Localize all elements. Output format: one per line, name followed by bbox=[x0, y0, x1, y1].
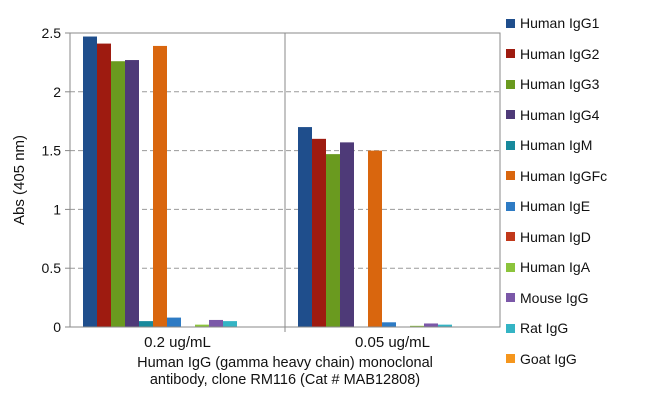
legend-swatch bbox=[506, 140, 515, 150]
legend-item: Human IgG2 bbox=[506, 39, 650, 70]
legend-swatch bbox=[506, 354, 515, 364]
y-tick-label: 1 bbox=[53, 201, 61, 217]
legend-label: Goat IgG bbox=[520, 350, 577, 367]
legend-swatch bbox=[506, 49, 515, 59]
legend-swatch bbox=[506, 18, 515, 28]
legend-item: Rat IgG bbox=[506, 313, 650, 344]
legend-item: Human IgM bbox=[506, 130, 650, 161]
bar bbox=[438, 324, 452, 327]
bar bbox=[298, 127, 312, 327]
bar bbox=[125, 60, 139, 327]
legend-label: Human IgG3 bbox=[520, 76, 600, 93]
legend-label: Human IgM bbox=[520, 137, 593, 154]
bar bbox=[368, 150, 382, 327]
legend-swatch bbox=[506, 293, 515, 303]
bar bbox=[111, 61, 125, 327]
bar bbox=[410, 325, 424, 327]
bar bbox=[382, 322, 396, 327]
legend-swatch bbox=[506, 262, 515, 272]
legend-item: Human IgA bbox=[506, 252, 650, 283]
bar bbox=[83, 36, 97, 327]
bar bbox=[326, 154, 340, 327]
bar bbox=[139, 321, 153, 327]
legend-item: Human IgG3 bbox=[506, 69, 650, 100]
x-tick-labels: 0.2 ug/mL 0.05 ug/mL bbox=[144, 334, 430, 351]
x-tick-label: 0.2 ug/mL bbox=[144, 334, 211, 351]
bar bbox=[424, 323, 438, 327]
legend-label: Human IgGFc bbox=[520, 167, 608, 184]
legend-swatch bbox=[506, 201, 515, 211]
bar bbox=[340, 142, 354, 327]
chart-legend: Human IgG1 Human IgG2 Human IgG3 Human IgG4… bbox=[506, 8, 650, 374]
bar bbox=[195, 324, 209, 327]
legend-item: Human IgD bbox=[506, 222, 650, 253]
legend-item: Human IgE bbox=[506, 191, 650, 222]
legend-label: Human IgG4 bbox=[520, 106, 600, 123]
y-tick-label: 1.5 bbox=[42, 143, 62, 159]
y-tick-label: 0.5 bbox=[42, 260, 62, 276]
legend-swatch bbox=[506, 79, 515, 89]
legend-label: Human IgG1 bbox=[520, 15, 600, 32]
x-axis-label-line1: Human IgG (gamma heavy chain) monoclonal bbox=[137, 355, 433, 371]
legend-item: Mouse IgG bbox=[506, 283, 650, 314]
legend-label: Human IgA bbox=[520, 259, 591, 276]
axes bbox=[65, 32, 501, 332]
legend-label: Human IgG2 bbox=[520, 45, 600, 62]
bars-group bbox=[83, 36, 452, 328]
y-tick-labels: 0 0.5 1 1.5 2 2.5 bbox=[42, 25, 62, 335]
y-tick-label: 2.5 bbox=[42, 25, 62, 41]
legend-label: Mouse IgG bbox=[520, 289, 589, 306]
legend-swatch bbox=[506, 110, 515, 120]
bar bbox=[97, 43, 111, 328]
legend-label: Human IgE bbox=[520, 198, 591, 215]
legend-item: Human IgGFc bbox=[506, 161, 650, 192]
bar bbox=[167, 317, 181, 327]
x-tick-label: 0.05 ug/mL bbox=[355, 334, 430, 351]
bar bbox=[312, 138, 326, 327]
legend-swatch bbox=[506, 232, 515, 242]
bar bbox=[223, 321, 237, 327]
legend-label: Rat IgG bbox=[520, 320, 569, 337]
legend-swatch bbox=[506, 171, 515, 181]
legend-item: Goat IgG bbox=[506, 344, 650, 375]
legend-item: Human IgG4 bbox=[506, 100, 650, 131]
legend-label: Human IgD bbox=[520, 228, 591, 245]
y-axis-label: Abs (405 nm) bbox=[11, 135, 28, 225]
bar bbox=[209, 319, 223, 327]
y-tick-label: 0 bbox=[53, 319, 61, 335]
bar bbox=[153, 45, 167, 327]
x-axis-label-line2: antibody, clone RM116 (Cat # MAB12808) bbox=[149, 372, 421, 388]
legend-item: Human IgG1 bbox=[506, 8, 650, 39]
y-tick-label: 2 bbox=[53, 84, 61, 100]
legend-swatch bbox=[506, 323, 515, 333]
